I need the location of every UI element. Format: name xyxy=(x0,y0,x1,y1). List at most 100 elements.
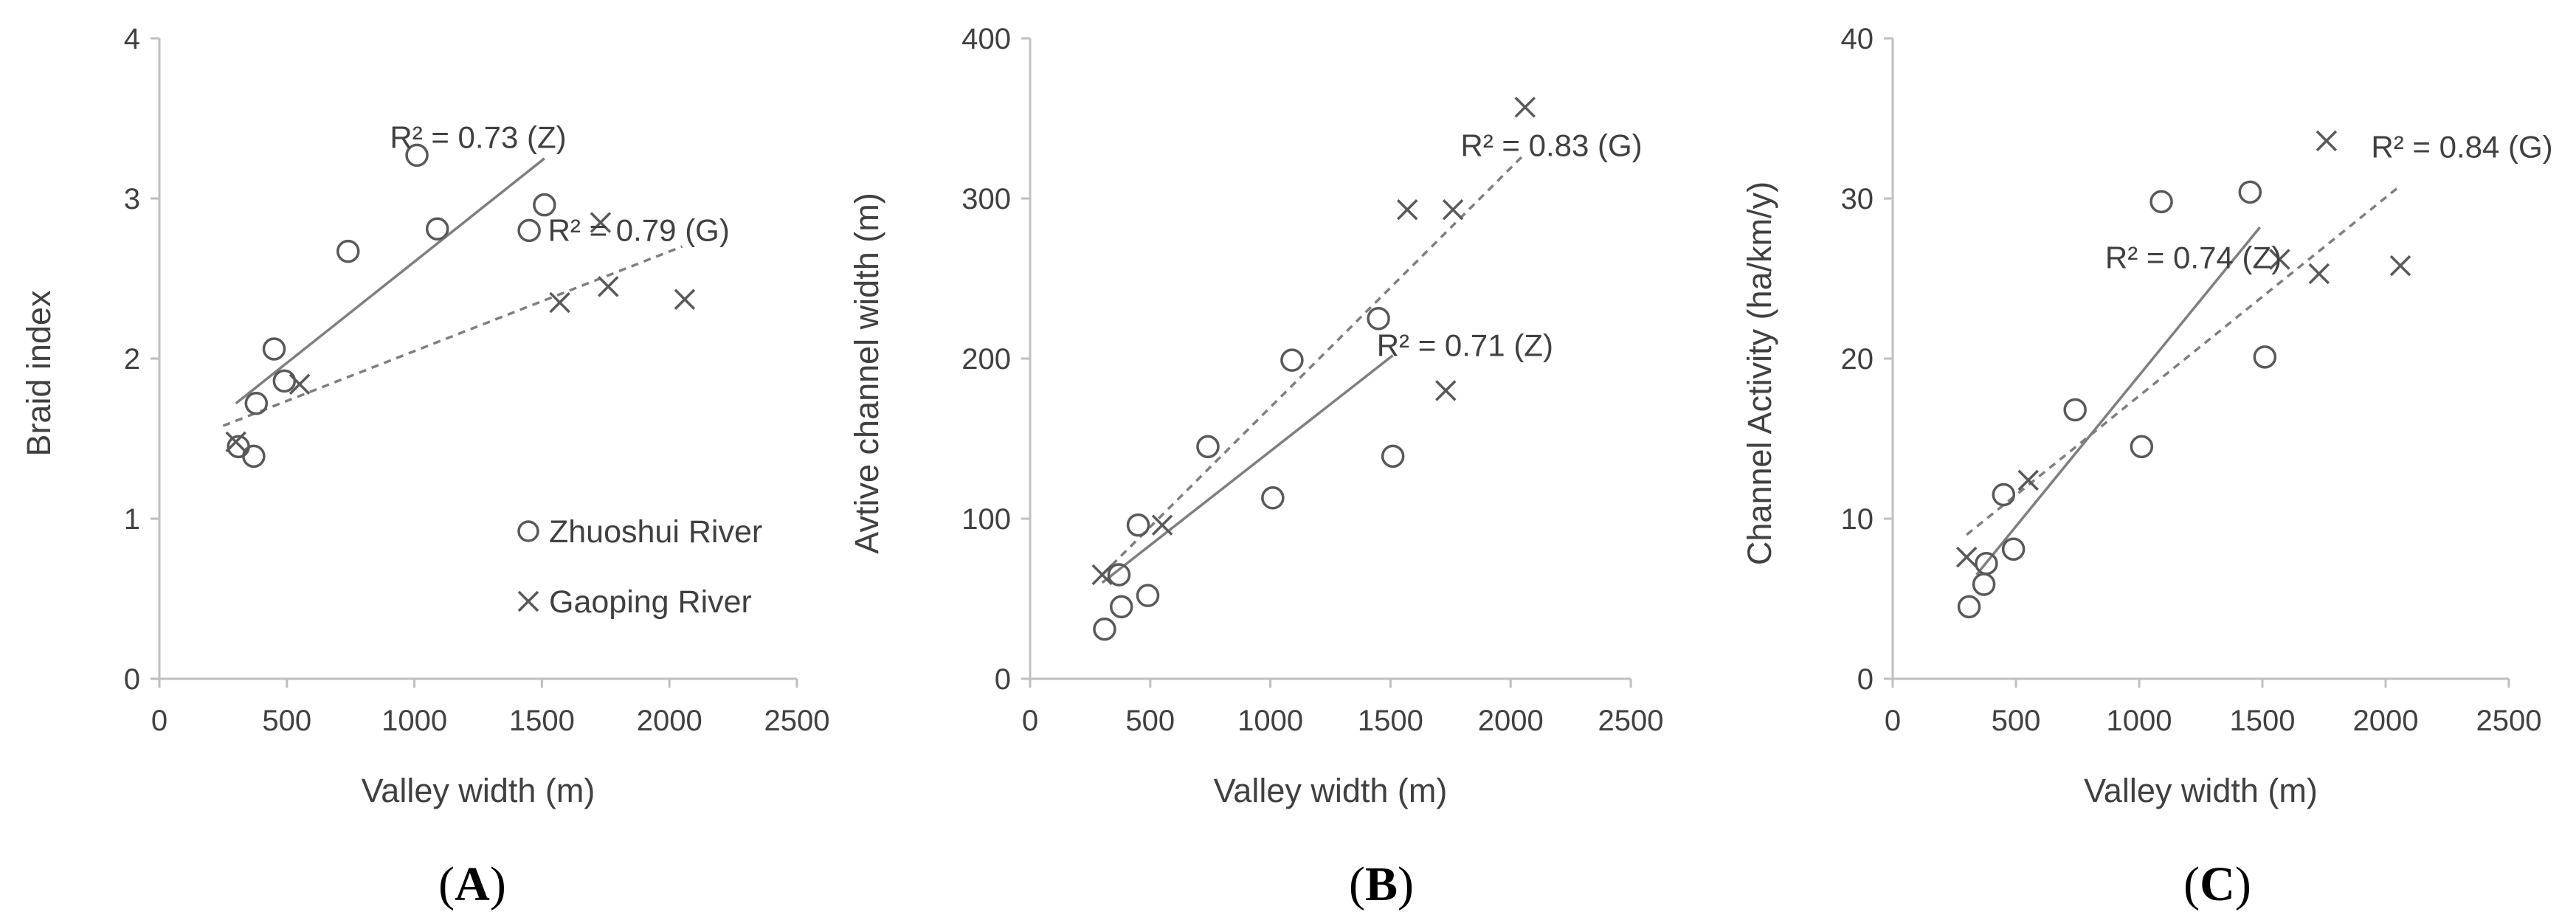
x-tick-label: 500 xyxy=(1125,705,1175,737)
zhuoshui-point xyxy=(1975,552,1998,575)
gaoping-point xyxy=(1442,198,1464,221)
trendline-zhuoshui xyxy=(1975,226,2262,576)
y-tick-label: 30 xyxy=(1841,183,1874,215)
trendline-gaoping xyxy=(1101,153,1526,576)
gaoping-point xyxy=(1396,198,1418,221)
zhuoshui-point xyxy=(242,444,266,469)
panel-c: 0 10 20 30 40 0 500 1000 1500 2000 2500 Valley widt… xyxy=(1741,23,2553,911)
panel-label: (A) xyxy=(438,857,506,911)
y-tick-label: 10 xyxy=(1841,503,1874,536)
y-tick-label: 200 xyxy=(961,343,1011,376)
y-tick-label: 0 xyxy=(995,663,1011,696)
gaoping-point xyxy=(225,431,246,453)
gaoping-point xyxy=(1435,380,1457,401)
gaoping-point xyxy=(674,288,696,310)
trendline-gaoping xyxy=(222,245,683,427)
gaoping-point xyxy=(1091,564,1113,586)
zhuoshui-point xyxy=(336,239,360,263)
x-tick-label: 0 xyxy=(1022,705,1038,737)
r-squared-label: R² = 0.74 (Z) xyxy=(2105,240,2282,274)
zhuoshui-point xyxy=(1136,584,1160,607)
gaoping-point xyxy=(2017,469,2039,491)
x-tick-label: 500 xyxy=(262,705,311,737)
zhuoshui-point xyxy=(1126,513,1150,537)
zhuoshui-point xyxy=(262,337,286,361)
zhuoshui-point xyxy=(425,217,449,241)
zhuoshui-point xyxy=(1957,595,1981,619)
y-tick-label: 3 xyxy=(124,183,140,215)
x-tick-label: 0 xyxy=(151,705,168,737)
gaoping-point xyxy=(289,373,311,395)
zhuoshui-point xyxy=(1972,573,1996,596)
legend-label-gaoping: Gaoping River xyxy=(549,584,752,620)
gaoping-point xyxy=(1151,514,1173,536)
gaoping-point xyxy=(1514,97,1536,118)
zhuoshui-point xyxy=(2149,190,2173,214)
r-squared-label: R² = 0.73 (Z) xyxy=(390,120,566,155)
trendline-zhuoshui xyxy=(235,157,545,405)
zhuoshui-point xyxy=(2063,398,2087,422)
x-tick-label: 0 xyxy=(1885,705,1901,737)
zhuoshui-point xyxy=(1261,486,1285,510)
gaoping-point xyxy=(2269,249,2290,270)
x-tick-label: 2000 xyxy=(637,705,702,737)
zhuoshui-point xyxy=(1107,563,1131,587)
r-squared-label: R² = 0.83 (G) xyxy=(1460,128,1642,162)
x-tick-label: 1000 xyxy=(381,705,447,737)
trendline-zhuoshui xyxy=(1101,354,1394,584)
x-axis-title: Valley width (m) xyxy=(1214,772,1448,809)
x-tick-label: 1500 xyxy=(509,705,575,737)
panel-a: 0 1 2 3 4 0 500 1000 1500 2000 2500 Valley width (m… xyxy=(20,23,829,911)
zhuoshui-point xyxy=(1196,435,1220,459)
x-axis-title: Valley width (m) xyxy=(2084,772,2318,809)
y-tick-label: 0 xyxy=(124,663,140,696)
zhuoshui-point xyxy=(244,392,269,415)
zhuoshui-point xyxy=(517,218,541,243)
y-tick-label: 1 xyxy=(124,503,140,536)
zhuoshui-point xyxy=(1367,307,1390,331)
zhuoshui-point xyxy=(2238,180,2262,204)
r-squared-label: R² = 0.84 (G) xyxy=(2371,130,2552,165)
x-tick-label: 500 xyxy=(1992,705,2041,737)
zhuoshui-point xyxy=(1992,483,2016,507)
r-squared-label: R² = 0.79 (G) xyxy=(548,212,730,247)
y-axis-title: Channel Activity (ha/km/y) xyxy=(1741,182,1778,565)
zhuoshui-point xyxy=(1381,444,1405,469)
gaoping-point xyxy=(2308,263,2330,285)
panel-label: (B) xyxy=(1349,857,1414,911)
x-tick-label: 1000 xyxy=(2107,705,2172,737)
y-tick-label: 4 xyxy=(124,23,140,55)
x-tick-label: 2000 xyxy=(1478,705,1544,737)
gaoping-point xyxy=(1955,546,1978,568)
x-tick-label: 1000 xyxy=(1237,705,1303,737)
x-axis-title: Valley width (m) xyxy=(362,772,595,809)
gaoping-point xyxy=(2316,130,2338,152)
y-tick-label: 100 xyxy=(961,503,1011,536)
legend: Zhuoshui River Gaoping River xyxy=(517,514,762,620)
x-tick-label: 2500 xyxy=(2476,705,2542,737)
x-tick-label: 2000 xyxy=(2353,705,2419,737)
x-tick-label: 1500 xyxy=(2230,705,2296,737)
gaoping-point xyxy=(2389,255,2411,277)
y-axis-title: Braid index xyxy=(20,290,58,457)
y-tick-label: 0 xyxy=(1857,663,1874,696)
y-tick-label: 400 xyxy=(961,23,1011,55)
y-tick-label: 20 xyxy=(1841,343,1874,376)
panel-b: 0 100 200 300 400 0 500 1000 1500 2000 2500 Valley … xyxy=(848,23,1663,911)
zhuoshui-point xyxy=(1280,348,1304,372)
gaoping-point xyxy=(549,291,570,314)
legend-cross-icon xyxy=(517,590,539,612)
legend-label-zhuoshui: Zhuoshui River xyxy=(549,514,762,550)
y-tick-label: 2 xyxy=(124,343,140,376)
legend-circle-icon xyxy=(517,520,539,542)
zhuoshui-point xyxy=(1093,617,1116,641)
y-tick-label: 40 xyxy=(1841,23,1874,55)
zhuoshui-point xyxy=(1109,595,1133,619)
x-tick-label: 1500 xyxy=(1358,705,1423,737)
zhuoshui-point xyxy=(272,369,297,393)
r-squared-label: R² = 0.71 (Z) xyxy=(1377,328,1553,363)
y-tick-label: 300 xyxy=(961,183,1011,215)
panel-label: (C) xyxy=(2183,857,2251,911)
zhuoshui-point xyxy=(2001,537,2026,561)
